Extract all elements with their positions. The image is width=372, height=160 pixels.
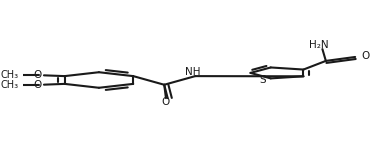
Text: H₂N: H₂N: [309, 40, 329, 50]
Text: O: O: [361, 51, 370, 61]
Text: O: O: [162, 97, 170, 107]
Text: NH: NH: [185, 67, 200, 77]
Text: CH₃: CH₃: [1, 70, 19, 80]
Text: O: O: [33, 70, 41, 80]
Text: S: S: [260, 75, 266, 85]
Text: O: O: [33, 80, 41, 90]
Text: CH₃: CH₃: [1, 80, 19, 90]
